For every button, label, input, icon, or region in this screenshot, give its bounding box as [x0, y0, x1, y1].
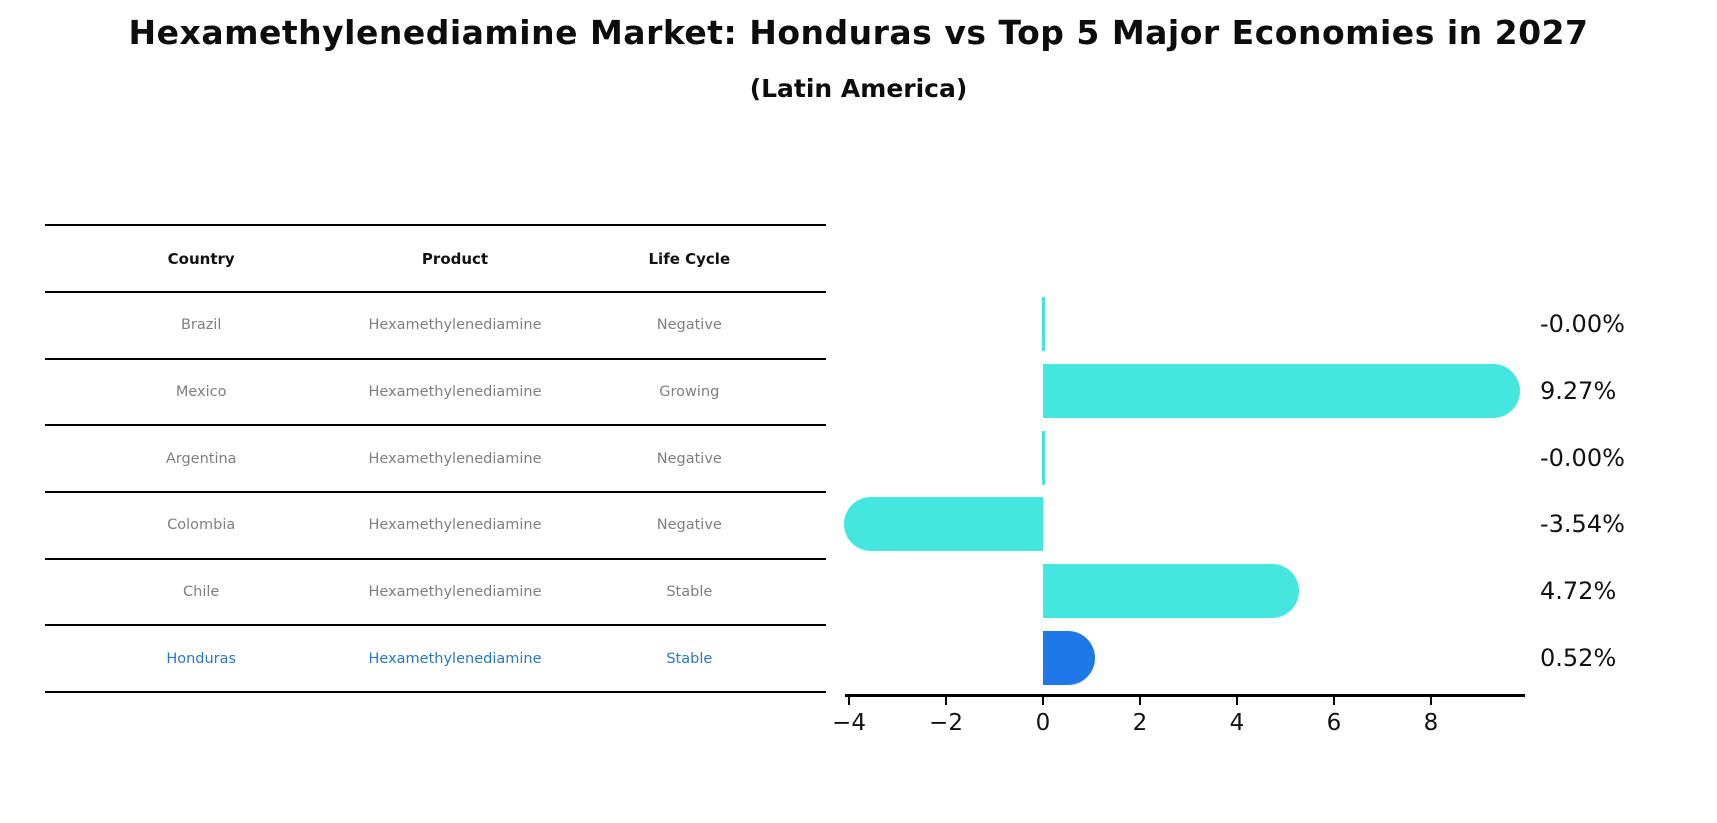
table-cell-lifecycle: Stable: [666, 650, 713, 667]
value-label-argentina: -0.00%: [1540, 443, 1625, 472]
table-cell-lifecycle: Negative: [656, 517, 722, 534]
x-axis-tick-label: 8: [1423, 710, 1439, 736]
x-axis-tick: [945, 696, 947, 705]
x-axis-tick: [1430, 696, 1432, 705]
value-label-colombia: -3.54%: [1540, 510, 1625, 538]
bar-honduras: [1043, 630, 1096, 685]
chart-subtitle: (Latin America): [749, 74, 968, 103]
table-header-row: Country Product Life Cycle: [45, 224, 826, 293]
value-label-chile: 4.72%: [1540, 576, 1617, 605]
value-label-brazil: -0.00%: [1540, 310, 1625, 338]
table-row: Mexico Hexamethylenediamine Growing: [45, 360, 826, 427]
bar-chile: [1043, 563, 1299, 618]
table-cell-product: Hexamethylenediamine: [368, 584, 542, 601]
x-axis-tick-label: −4: [832, 710, 866, 736]
bar-argentina: [1041, 430, 1045, 485]
x-axis-tick: [1333, 696, 1335, 705]
x-axis-tick: [1042, 696, 1044, 705]
table-cell-country: Brazil: [180, 317, 222, 334]
table-cell-product: Hexamethylenediamine: [368, 317, 542, 334]
table-cell-lifecycle: Growing: [659, 384, 720, 401]
table-cell-country: Mexico: [175, 384, 227, 401]
x-axis-tick-label: 4: [1229, 710, 1245, 736]
x-axis-tick: [1139, 696, 1141, 705]
x-axis-tick-label: 2: [1132, 710, 1148, 736]
table-cell-lifecycle: Negative: [656, 450, 722, 467]
table-row: Colombia Hexamethylenediamine Negative: [45, 493, 826, 560]
table-cell-product: Hexamethylenediamine: [368, 650, 542, 667]
x-axis-tick-label: 0: [1035, 710, 1051, 736]
chart-title: Hexamethylenediamine Market: Honduras vs…: [128, 13, 1589, 52]
value-label-mexico: 9.27%: [1540, 376, 1617, 405]
bar-colombia: [844, 497, 1043, 551]
table-cell-lifecycle: Stable: [666, 584, 713, 601]
table-row: Chile Hexamethylenediamine Stable: [45, 560, 826, 627]
table-cell-product: Hexamethylenediamine: [368, 517, 542, 534]
x-axis-tick: [1236, 696, 1238, 705]
x-axis-tick-label: 6: [1326, 710, 1342, 736]
table-row: Brazil Hexamethylenediamine Negative: [45, 293, 826, 360]
value-label-honduras: 0.52%: [1540, 643, 1617, 672]
bar-brazil: [1041, 297, 1045, 351]
table-cell-lifecycle: Negative: [656, 317, 722, 334]
table-cell-country: Honduras: [166, 650, 237, 667]
table-header-country: Country: [167, 249, 235, 268]
table-row-highlighted: Honduras Hexamethylenediamine Stable: [45, 626, 826, 694]
table-cell-country: Argentina: [165, 450, 237, 467]
x-axis-tick: [848, 696, 850, 705]
table-row: Argentina Hexamethylenediamine Negative: [45, 426, 826, 494]
table-cell-product: Hexamethylenediamine: [368, 384, 542, 401]
x-axis-tick-label: −2: [929, 710, 963, 736]
table-cell-country: Chile: [183, 584, 220, 601]
summary-table: Country Product Life Cycle Brazil Hexame…: [45, 224, 826, 694]
x-axis-line: [845, 694, 1525, 697]
table-cell-product: Hexamethylenediamine: [368, 450, 542, 467]
table-cell-country: Colombia: [167, 517, 236, 534]
table-header-lifecycle: Life Cycle: [648, 249, 731, 268]
table-header-product: Product: [421, 249, 489, 268]
bar-mexico: [1043, 363, 1520, 418]
